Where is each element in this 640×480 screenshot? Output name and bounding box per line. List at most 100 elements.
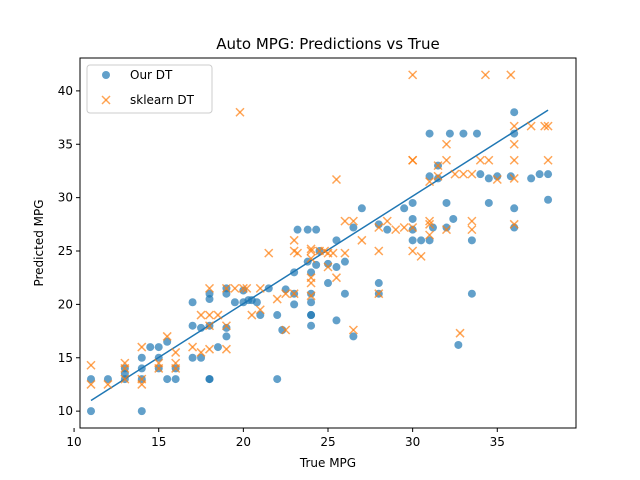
fit-line — [90, 109, 549, 402]
data-point-sklearn-dt — [509, 155, 519, 165]
data-point-sklearn-dt — [162, 331, 172, 341]
x-marker-stroke — [331, 273, 341, 283]
x-marker-stroke — [204, 321, 215, 331]
x-marker-stroke — [204, 344, 215, 354]
data-point-our-dt — [425, 172, 434, 181]
data-point-our-dt — [324, 279, 332, 288]
x-marker-stroke — [357, 235, 367, 245]
x-tick-label: 25 — [320, 435, 335, 449]
data-point-our-dt — [290, 300, 299, 309]
x-marker-stroke — [306, 273, 316, 283]
data-point-sklearn-dt — [331, 273, 341, 283]
data-point-our-dt — [408, 225, 417, 234]
data-point-sklearn-dt — [340, 248, 350, 258]
y-tick-label: 20 — [58, 297, 73, 311]
y-tick-label: 30 — [58, 191, 73, 205]
data-point-sklearn-dt — [425, 177, 435, 187]
x-marker-stroke — [509, 155, 519, 165]
data-point-sklearn-dt — [86, 360, 96, 370]
data-point-our-dt — [273, 311, 282, 320]
x-marker-stroke — [492, 174, 502, 185]
data-point-our-dt — [408, 236, 417, 245]
data-point-our-dt — [484, 174, 493, 183]
data-point-our-dt — [449, 214, 458, 223]
data-point-our-dt — [137, 364, 146, 373]
data-point-sklearn-dt — [433, 161, 443, 171]
data-point-sklearn-dt — [137, 342, 147, 352]
points-layer — [86, 70, 553, 416]
x-marker-stroke — [509, 139, 519, 149]
x-marker-stroke — [255, 283, 265, 293]
data-point-sklearn-dt — [204, 310, 215, 320]
data-point-our-dt — [527, 174, 536, 183]
x-marker-stroke — [196, 310, 206, 320]
data-point-our-dt — [273, 375, 282, 384]
data-point-our-dt — [256, 311, 265, 320]
data-point-our-dt — [510, 129, 519, 138]
data-point-sklearn-dt — [86, 379, 96, 389]
data-point-our-dt — [163, 375, 172, 384]
y-axis: 10 15 20 25 30 35 40 — [58, 84, 80, 418]
x-marker-stroke — [328, 248, 338, 258]
chart-title: Auto MPG: Predictions vs True — [216, 35, 439, 53]
data-point-sklearn-dt — [357, 235, 367, 245]
data-point-sklearn-dt — [543, 155, 553, 165]
data-point-our-dt — [510, 204, 519, 213]
data-point-sklearn-dt — [391, 225, 401, 235]
data-point-our-dt — [544, 170, 553, 179]
data-point-our-dt — [307, 298, 316, 307]
data-point-our-dt — [472, 129, 481, 138]
data-point-our-dt — [332, 263, 341, 272]
data-point-sklearn-dt — [480, 70, 490, 80]
data-point-our-dt — [476, 170, 485, 179]
data-point-our-dt — [239, 286, 248, 295]
x-marker-stroke — [467, 225, 477, 235]
x-tick-label: 20 — [236, 435, 251, 449]
x-marker-stroke — [137, 342, 147, 352]
x-marker-stroke — [306, 246, 316, 256]
data-point-sklearn-dt — [272, 294, 282, 304]
data-point-sklearn-dt — [475, 155, 485, 165]
x-marker-stroke — [408, 70, 418, 80]
data-point-our-dt — [307, 311, 316, 320]
data-point-our-dt — [213, 343, 222, 352]
y-tick-label: 35 — [58, 137, 73, 151]
x-marker-stroke — [374, 289, 384, 299]
x-marker-stroke — [480, 70, 490, 80]
data-point-our-dt — [400, 204, 409, 213]
data-point-sklearn-dt — [196, 310, 206, 320]
data-point-sklearn-dt — [509, 219, 519, 229]
x-marker-stroke — [120, 374, 130, 384]
x-marker-stroke — [235, 107, 245, 117]
x-marker-stroke — [204, 283, 215, 293]
x-marker-stroke — [255, 305, 265, 315]
legend-label-our-dt: Our DT — [130, 68, 173, 82]
data-point-our-dt — [87, 407, 96, 416]
x-marker-stroke — [509, 219, 519, 229]
x-marker-stroke — [204, 310, 215, 320]
x-marker-stroke — [154, 363, 164, 373]
data-point-sklearn-dt — [221, 344, 231, 354]
data-point-our-dt — [425, 129, 434, 138]
data-point-our-dt — [374, 279, 383, 288]
x-marker-stroke — [188, 342, 198, 352]
x-marker-stroke — [408, 222, 418, 233]
data-point-sklearn-dt — [382, 216, 392, 226]
x-marker-stroke — [441, 225, 452, 235]
data-point-sklearn-dt — [441, 155, 452, 165]
data-point-sklearn-dt — [408, 222, 418, 233]
x-marker-stroke — [374, 222, 384, 233]
data-point-our-dt — [146, 343, 155, 352]
data-point-sklearn-dt — [235, 107, 245, 117]
x-marker-stroke — [171, 358, 181, 368]
data-point-our-dt — [349, 223, 358, 232]
x-marker-stroke — [289, 289, 299, 299]
x-marker-stroke — [242, 283, 252, 293]
x-marker-stroke — [425, 219, 435, 229]
data-point-our-dt — [383, 225, 392, 234]
x-marker-stroke — [540, 121, 550, 131]
data-point-sklearn-dt — [467, 216, 477, 226]
data-point-sklearn-dt — [221, 283, 231, 293]
x-marker-stroke — [289, 246, 299, 256]
